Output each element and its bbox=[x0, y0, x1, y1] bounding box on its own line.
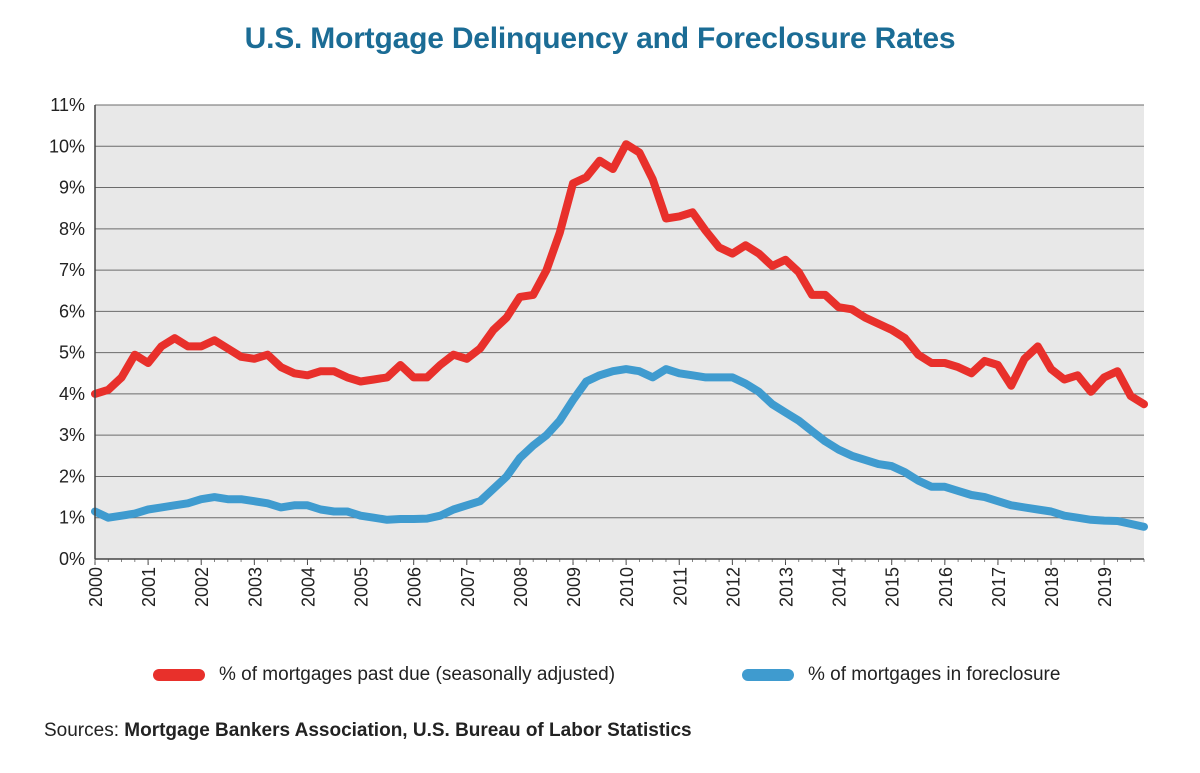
y-tick-label: 9% bbox=[59, 178, 85, 198]
y-tick-label: 6% bbox=[59, 301, 85, 321]
legend-item-past-due: % of mortgages past due (seasonally adju… bbox=[153, 662, 615, 688]
legend-label-past-due: % of mortgages past due (seasonally adju… bbox=[219, 664, 616, 685]
x-tick-label: 2017 bbox=[989, 567, 1009, 607]
x-tick-label: 2011 bbox=[670, 567, 690, 606]
y-tick-label: 2% bbox=[59, 466, 85, 486]
y-tick-label: 1% bbox=[59, 508, 85, 528]
y-tick-label: 11% bbox=[50, 95, 85, 115]
y-tick-label: 0% bbox=[59, 549, 85, 569]
x-tick-label: 2001 bbox=[139, 567, 159, 607]
x-tick-label: 2006 bbox=[405, 567, 425, 607]
x-tick-label: 2014 bbox=[830, 567, 850, 607]
x-tick-label: 2000 bbox=[86, 567, 106, 607]
x-tick-label: 2016 bbox=[936, 567, 956, 607]
sources-note: Sources: Mortgage Bankers Association, U… bbox=[44, 720, 692, 742]
legend-item-foreclosure: % of mortgages in foreclosure bbox=[742, 662, 1060, 688]
legend-swatch-past-due bbox=[153, 669, 205, 681]
y-tick-label: 7% bbox=[59, 260, 85, 280]
x-tick-label: 2012 bbox=[723, 567, 743, 607]
y-axis-ticks: 0% 1% 2% 3% 4% 5% 6% 7% 8% 9% 10% 11% bbox=[49, 95, 85, 569]
chart-title: U.S. Mortgage Delinquency and Foreclosur… bbox=[244, 22, 956, 55]
series-line-past-due bbox=[91, 140, 1148, 409]
x-tick-label: 2005 bbox=[352, 567, 372, 607]
series-layer bbox=[91, 140, 1148, 531]
legend-swatch-foreclosure bbox=[742, 669, 794, 681]
x-tick-label: 2013 bbox=[776, 567, 796, 607]
x-tick-label: 2007 bbox=[458, 567, 478, 607]
legend-label-foreclosure: % of mortgages in foreclosure bbox=[808, 664, 1061, 685]
y-tick-label: 8% bbox=[59, 219, 85, 239]
y-tick-label: 4% bbox=[59, 384, 85, 404]
y-tick-label: 3% bbox=[59, 425, 85, 445]
grid-lines bbox=[95, 104, 1144, 560]
plot-area bbox=[95, 105, 1144, 559]
x-tick-label: 2002 bbox=[192, 567, 212, 607]
x-axis-ticks: 2000 2001 2002 2003 2004 2005 2006 2007 2008 2009… bbox=[86, 559, 1145, 607]
x-tick-label: 2009 bbox=[564, 567, 584, 607]
x-tick-label: 2018 bbox=[1042, 567, 1062, 607]
series-line-foreclosure bbox=[91, 365, 1148, 531]
x-tick-label: 2008 bbox=[511, 567, 531, 607]
y-tick-label: 5% bbox=[59, 343, 85, 363]
x-tick-label: 2019 bbox=[1095, 567, 1115, 607]
x-tick-label: 2004 bbox=[298, 567, 318, 607]
x-tick-label: 2010 bbox=[617, 567, 637, 607]
sources-prefix: Sources: bbox=[44, 720, 119, 741]
sources-text: Mortgage Bankers Association, U.S. Burea… bbox=[124, 720, 692, 741]
x-tick-label: 2003 bbox=[245, 567, 265, 607]
y-tick-label: 10% bbox=[49, 136, 85, 156]
x-tick-label: 2015 bbox=[883, 567, 903, 607]
